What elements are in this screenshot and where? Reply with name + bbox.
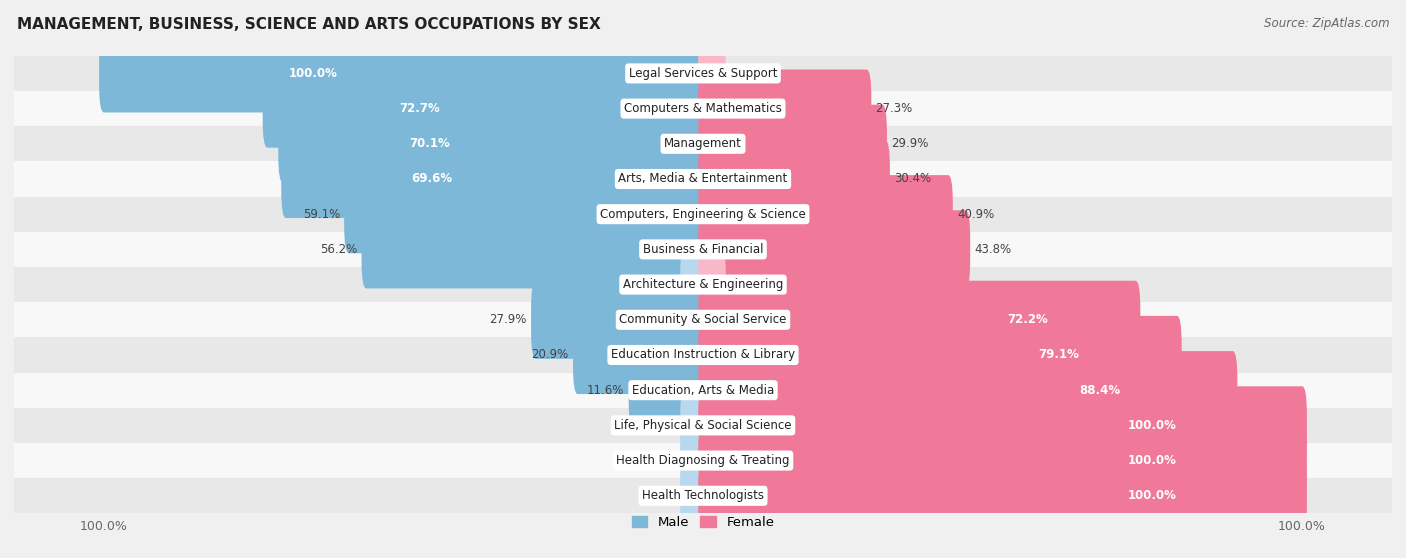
Legend: Male, Female: Male, Female xyxy=(626,511,780,534)
Text: Computers & Mathematics: Computers & Mathematics xyxy=(624,102,782,115)
FancyBboxPatch shape xyxy=(699,210,970,288)
Text: 56.2%: 56.2% xyxy=(321,243,357,256)
Bar xyxy=(14,302,1392,338)
Text: 30.4%: 30.4% xyxy=(894,172,931,185)
Bar xyxy=(14,373,1392,408)
FancyBboxPatch shape xyxy=(361,210,707,288)
Text: 0.0%: 0.0% xyxy=(647,489,676,502)
Text: 0.0%: 0.0% xyxy=(647,454,676,467)
Bar xyxy=(14,161,1392,196)
FancyBboxPatch shape xyxy=(699,140,890,218)
Text: 79.1%: 79.1% xyxy=(1038,349,1078,362)
FancyBboxPatch shape xyxy=(699,421,1306,499)
FancyBboxPatch shape xyxy=(699,351,1237,429)
Text: Management: Management xyxy=(664,137,742,150)
FancyBboxPatch shape xyxy=(681,456,707,535)
Text: 59.1%: 59.1% xyxy=(302,208,340,220)
Text: 20.9%: 20.9% xyxy=(531,349,569,362)
Text: 0.0%: 0.0% xyxy=(730,67,759,80)
Text: Life, Physical & Social Science: Life, Physical & Social Science xyxy=(614,419,792,432)
FancyBboxPatch shape xyxy=(699,175,953,253)
Text: Computers, Engineering & Science: Computers, Engineering & Science xyxy=(600,208,806,220)
Text: 100.0%: 100.0% xyxy=(1128,419,1177,432)
Text: 27.3%: 27.3% xyxy=(876,102,912,115)
FancyBboxPatch shape xyxy=(278,105,707,183)
Text: Source: ZipAtlas.com: Source: ZipAtlas.com xyxy=(1264,17,1389,30)
FancyBboxPatch shape xyxy=(681,421,707,499)
FancyBboxPatch shape xyxy=(699,316,1181,394)
FancyBboxPatch shape xyxy=(628,351,707,429)
Text: Education Instruction & Library: Education Instruction & Library xyxy=(612,349,794,362)
Text: Health Diagnosing & Treating: Health Diagnosing & Treating xyxy=(616,454,790,467)
Text: 100.0%: 100.0% xyxy=(1128,454,1177,467)
Bar xyxy=(14,443,1392,478)
Text: 100.0%: 100.0% xyxy=(290,67,337,80)
FancyBboxPatch shape xyxy=(281,140,707,218)
FancyBboxPatch shape xyxy=(699,386,1306,464)
FancyBboxPatch shape xyxy=(681,386,707,464)
Text: 43.8%: 43.8% xyxy=(974,243,1011,256)
Text: 0.0%: 0.0% xyxy=(647,278,676,291)
Text: 72.7%: 72.7% xyxy=(399,102,440,115)
FancyBboxPatch shape xyxy=(699,105,887,183)
Text: Education, Arts & Media: Education, Arts & Media xyxy=(631,384,775,397)
Bar xyxy=(14,232,1392,267)
Text: 27.9%: 27.9% xyxy=(489,313,527,326)
Text: Architecture & Engineering: Architecture & Engineering xyxy=(623,278,783,291)
Bar xyxy=(14,267,1392,302)
FancyBboxPatch shape xyxy=(681,246,707,324)
FancyBboxPatch shape xyxy=(100,35,707,113)
Text: Arts, Media & Entertainment: Arts, Media & Entertainment xyxy=(619,172,787,185)
Text: 29.9%: 29.9% xyxy=(891,137,928,150)
Text: 88.4%: 88.4% xyxy=(1080,384,1121,397)
Bar xyxy=(14,478,1392,513)
Text: 40.9%: 40.9% xyxy=(957,208,994,220)
Text: 0.0%: 0.0% xyxy=(647,419,676,432)
Text: Health Technologists: Health Technologists xyxy=(643,489,763,502)
Bar xyxy=(14,338,1392,373)
Bar xyxy=(14,196,1392,232)
FancyBboxPatch shape xyxy=(699,246,725,324)
Text: Business & Financial: Business & Financial xyxy=(643,243,763,256)
Text: Community & Social Service: Community & Social Service xyxy=(619,313,787,326)
FancyBboxPatch shape xyxy=(574,316,707,394)
FancyBboxPatch shape xyxy=(699,456,1306,535)
Bar xyxy=(14,408,1392,443)
Text: 72.2%: 72.2% xyxy=(1007,313,1047,326)
Bar xyxy=(14,126,1392,161)
Text: 69.6%: 69.6% xyxy=(412,172,453,185)
Text: Legal Services & Support: Legal Services & Support xyxy=(628,67,778,80)
FancyBboxPatch shape xyxy=(699,35,725,113)
FancyBboxPatch shape xyxy=(531,281,707,359)
Bar xyxy=(14,56,1392,91)
Text: 70.1%: 70.1% xyxy=(409,137,450,150)
FancyBboxPatch shape xyxy=(699,70,872,148)
Text: MANAGEMENT, BUSINESS, SCIENCE AND ARTS OCCUPATIONS BY SEX: MANAGEMENT, BUSINESS, SCIENCE AND ARTS O… xyxy=(17,17,600,32)
Text: 0.0%: 0.0% xyxy=(730,278,759,291)
Text: 11.6%: 11.6% xyxy=(588,384,624,397)
FancyBboxPatch shape xyxy=(344,175,707,253)
FancyBboxPatch shape xyxy=(699,281,1140,359)
Bar xyxy=(14,91,1392,126)
Text: 100.0%: 100.0% xyxy=(1128,489,1177,502)
FancyBboxPatch shape xyxy=(263,70,707,148)
